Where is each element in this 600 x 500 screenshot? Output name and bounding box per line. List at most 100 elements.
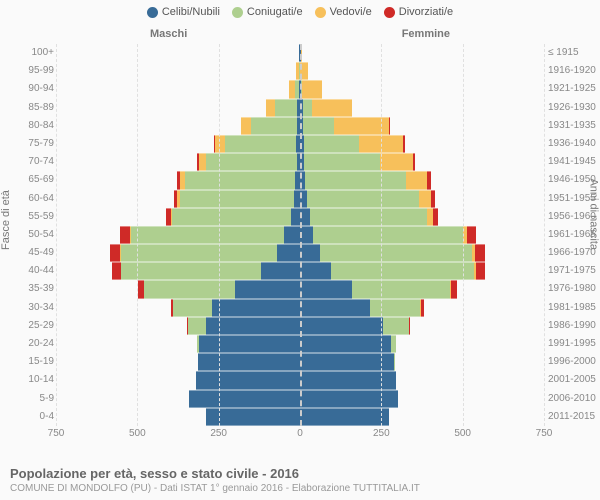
male-bar <box>56 317 300 335</box>
legend-label: Celibi/Nubili <box>162 6 220 18</box>
male-bar <box>56 280 300 298</box>
female-bar <box>300 299 544 317</box>
gender-female-label: Femmine <box>402 28 450 40</box>
bar-segment <box>180 190 294 208</box>
gridline <box>381 44 382 426</box>
bar-segment <box>112 262 121 280</box>
bar-segment <box>300 244 320 262</box>
gridline <box>463 44 464 426</box>
male-bar <box>56 208 300 226</box>
legend-swatch <box>232 7 243 18</box>
age-axis-labels: 100+95-9990-9485-8980-8475-7970-7465-696… <box>4 44 54 426</box>
legend-item: Vedovi/e <box>315 6 372 18</box>
x-tick-label: 500 <box>454 428 471 439</box>
bar-segment <box>352 280 450 298</box>
male-bar <box>56 44 300 62</box>
age-label: 100+ <box>4 44 54 62</box>
chart-subtitle: COMUNE DI MONDOLFO (PU) - Dati ISTAT 1° … <box>10 483 590 494</box>
female-bar <box>300 244 544 262</box>
bar-segment <box>300 353 394 371</box>
birth-year-label: 1991-1995 <box>548 335 598 353</box>
bar-segment <box>206 317 300 335</box>
male-bar <box>56 262 300 280</box>
male-bar <box>56 299 300 317</box>
bar-segment <box>300 280 352 298</box>
x-tick-label: 250 <box>210 428 227 439</box>
birth-year-label: 1931-1935 <box>548 117 598 135</box>
male-bar <box>56 171 300 189</box>
gridline <box>219 44 220 426</box>
x-tick-label: 500 <box>129 428 146 439</box>
birth-year-label: ≤ 1915 <box>548 44 598 62</box>
bar-segment <box>383 317 409 335</box>
bar-segment <box>188 317 206 335</box>
bar-segment <box>300 262 331 280</box>
bar-segment <box>300 335 391 353</box>
bar-segment <box>451 280 458 298</box>
male-bar <box>56 190 300 208</box>
bar-segment <box>419 190 430 208</box>
bar-segment <box>215 135 224 153</box>
bar-segment <box>185 171 296 189</box>
age-label: 65-69 <box>4 171 54 189</box>
legend: Celibi/NubiliConiugati/eVedovi/eDivorzia… <box>0 6 600 18</box>
female-bar <box>300 408 544 426</box>
bar-segment <box>235 280 300 298</box>
chart-title: Popolazione per età, sesso e stato civil… <box>10 466 590 481</box>
bar-segment <box>310 208 427 226</box>
birth-year-label: 1941-1945 <box>548 153 598 171</box>
age-label: 25-29 <box>4 317 54 335</box>
age-label: 45-49 <box>4 244 54 262</box>
birth-year-label: 1986-1990 <box>548 317 598 335</box>
bar-segment <box>144 280 235 298</box>
birth-year-label: 2001-2005 <box>548 371 598 389</box>
age-label: 90-94 <box>4 80 54 98</box>
birth-year-label: 1946-1950 <box>548 171 598 189</box>
bar-segment <box>413 153 416 171</box>
bar-segment <box>475 244 485 262</box>
center-divider <box>300 44 302 426</box>
female-bar <box>300 317 544 335</box>
bar-segment <box>121 244 277 262</box>
birth-year-label: 1926-1930 <box>548 99 598 117</box>
female-bar <box>300 153 544 171</box>
bar-segment <box>291 208 300 226</box>
x-axis: 7505002500250500750 <box>56 428 544 442</box>
bar-segment <box>406 171 427 189</box>
age-label: 85-89 <box>4 99 54 117</box>
male-bar <box>56 244 300 262</box>
bar-segment <box>173 299 212 317</box>
age-label: 75-79 <box>4 135 54 153</box>
chart-footer: Popolazione per età, sesso e stato civil… <box>10 466 590 494</box>
bar-segment <box>300 408 389 426</box>
bar-segment <box>303 117 334 135</box>
female-bar <box>300 62 544 80</box>
male-bar <box>56 153 300 171</box>
legend-label: Vedovi/e <box>330 6 372 18</box>
bar-segment <box>305 171 406 189</box>
bar-segment <box>212 299 300 317</box>
bar-segment <box>370 299 420 317</box>
bar-segment <box>198 353 300 371</box>
bar-segment <box>261 262 300 280</box>
female-bar <box>300 262 544 280</box>
bar-segment <box>389 117 390 135</box>
birth-year-label: 1956-1960 <box>548 208 598 226</box>
bar-segment <box>312 99 352 117</box>
bar-segment <box>131 226 284 244</box>
bar-segment <box>431 190 436 208</box>
legend-swatch <box>384 7 395 18</box>
bar-segment <box>307 190 419 208</box>
bar-segment <box>331 262 474 280</box>
male-bar <box>56 135 300 153</box>
male-bar <box>56 117 300 135</box>
bar-segment <box>304 153 380 171</box>
legend-label: Divorziati/e <box>399 6 453 18</box>
bar-segment <box>304 135 359 153</box>
bar-segment <box>241 117 251 135</box>
legend-item: Celibi/Nubili <box>147 6 220 18</box>
bar-segment <box>467 226 477 244</box>
age-label: 0-4 <box>4 408 54 426</box>
bar-segment <box>277 244 300 262</box>
bar-segment <box>300 317 383 335</box>
